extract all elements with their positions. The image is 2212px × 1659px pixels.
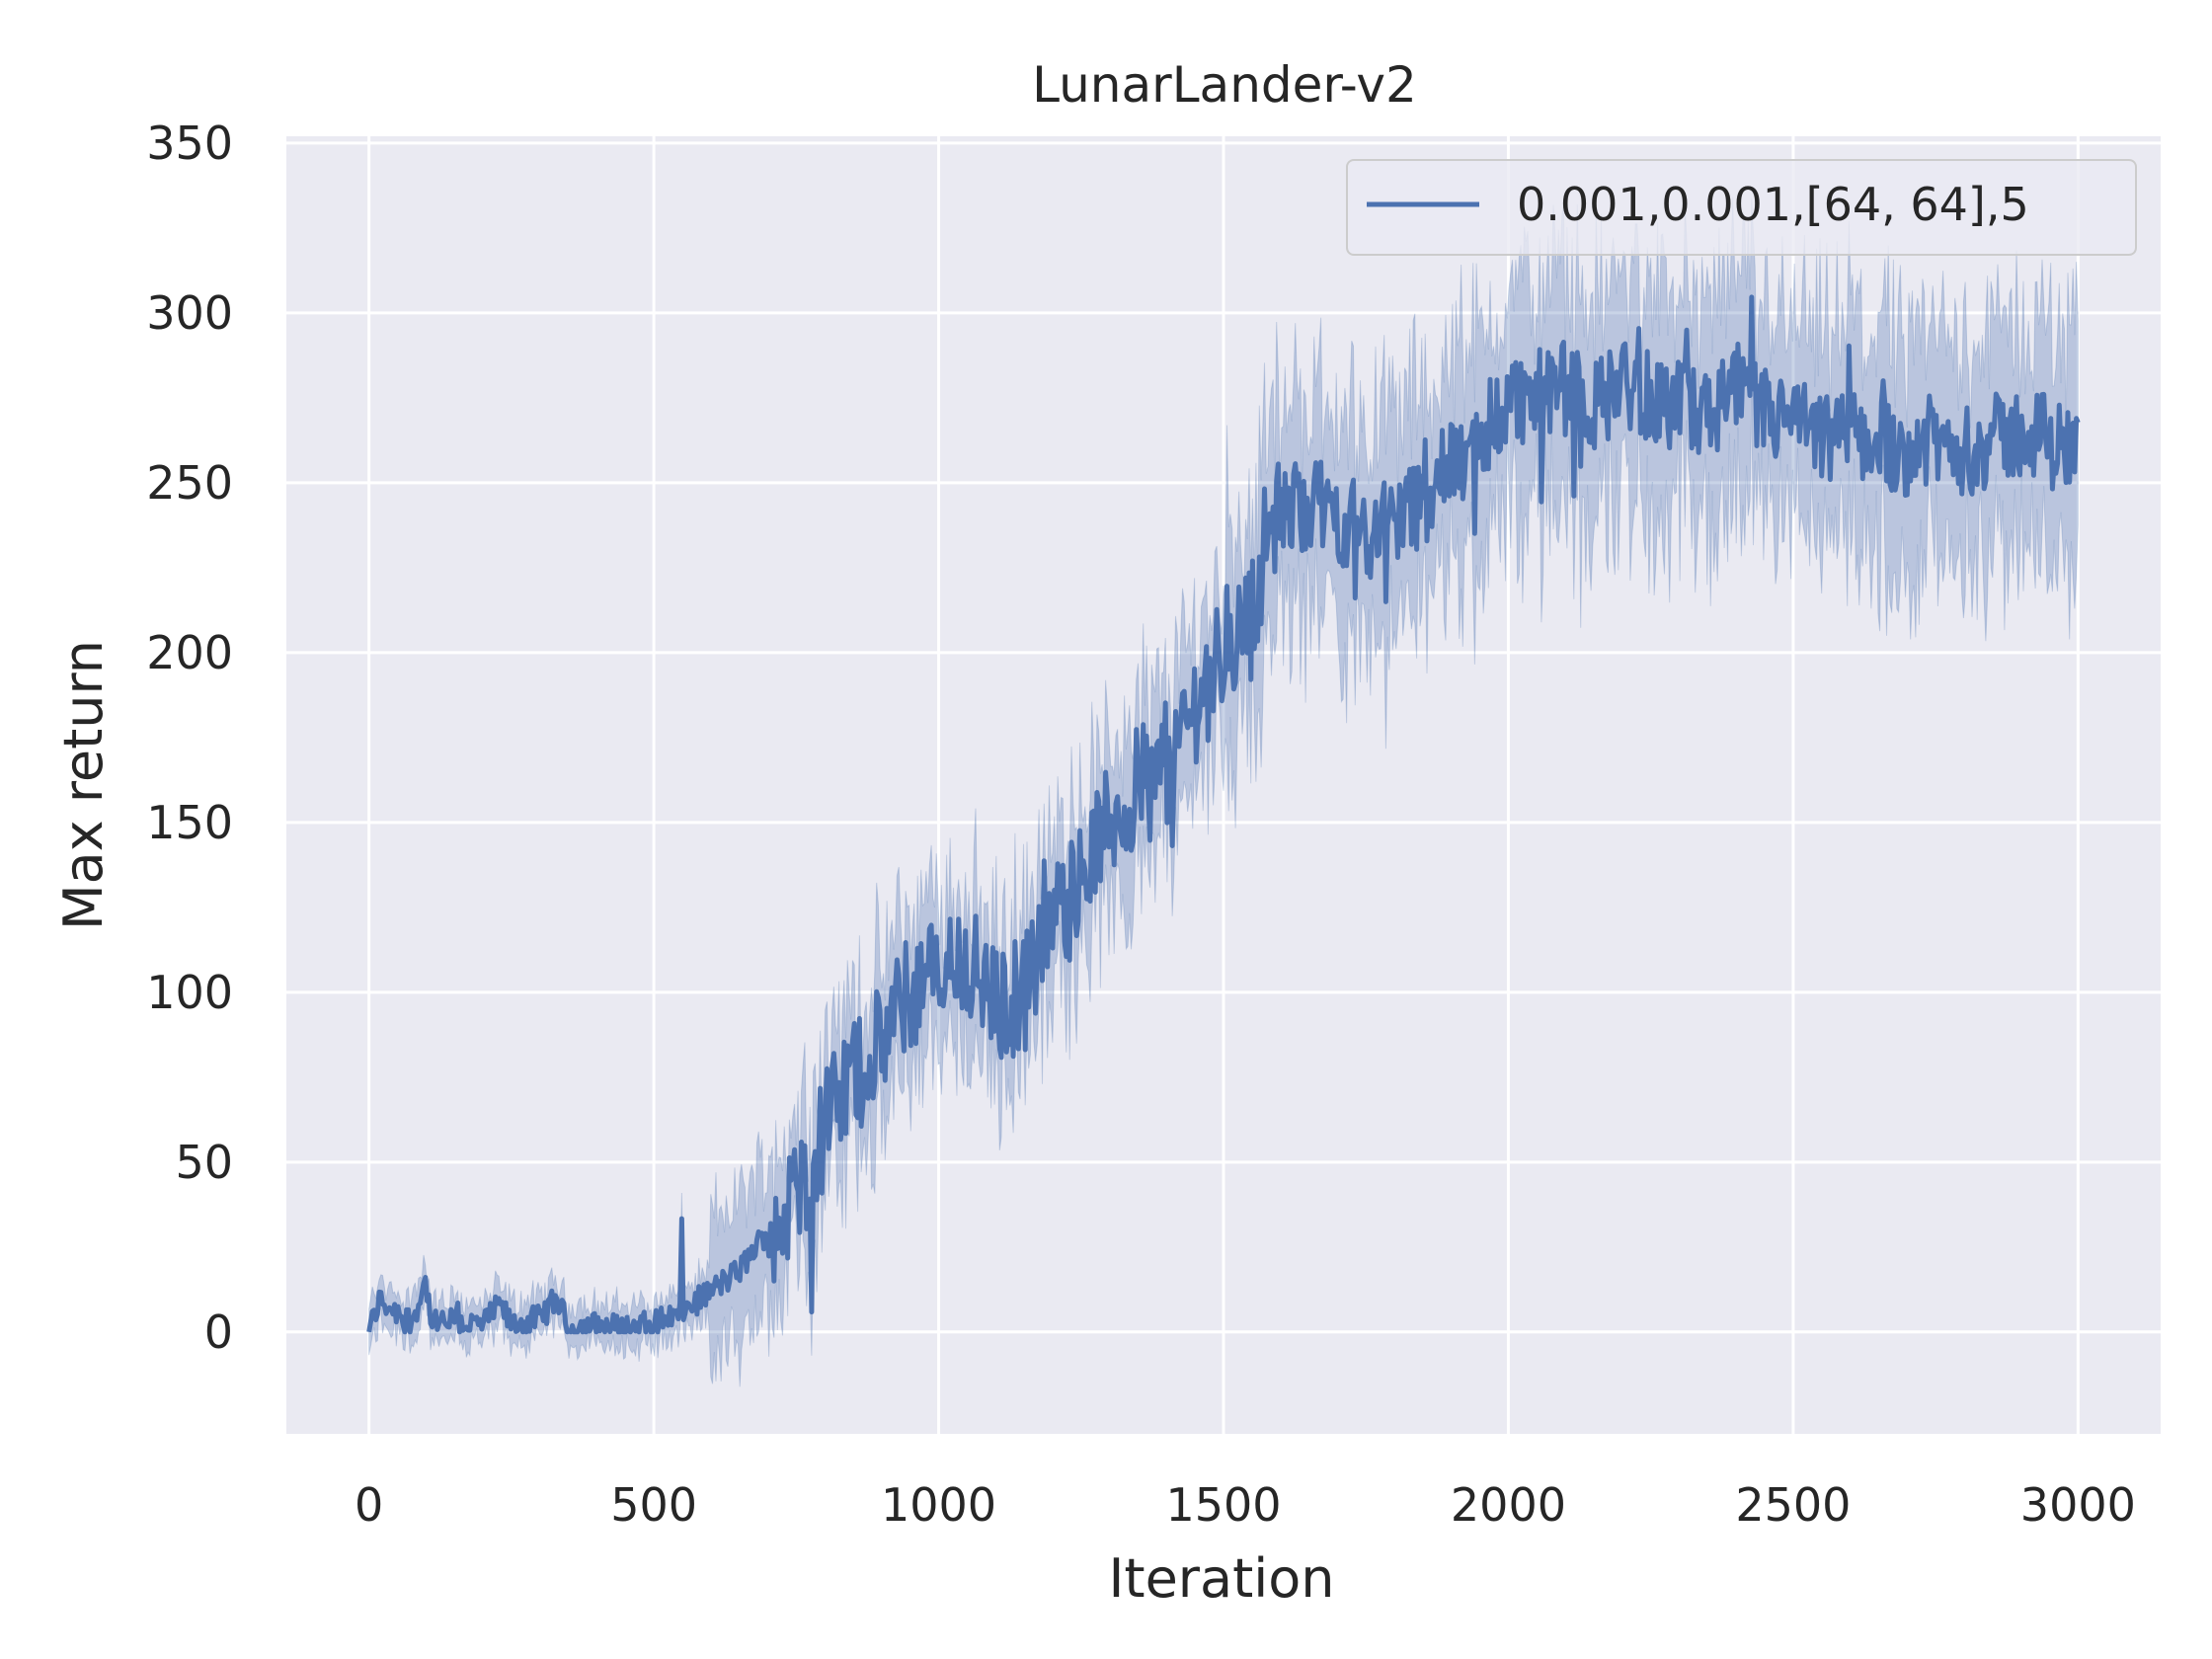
legend-label: 0.001,0.001,[64, 64],5 <box>1517 178 2029 231</box>
series-line-path <box>366 294 2081 1335</box>
x-tick-label: 1500 <box>1165 1478 1281 1532</box>
y-tick-label: 200 <box>146 626 233 679</box>
legend-box <box>1346 159 2137 256</box>
x-tick-label: 3000 <box>2020 1478 2136 1532</box>
y-tick-label: 300 <box>146 286 233 340</box>
legend: 0.001,0.001,[64, 64],5 <box>1346 159 2137 256</box>
confidence-band <box>368 197 2079 1387</box>
confidence-band-area <box>368 197 2079 1387</box>
y-tick-label: 150 <box>146 796 233 849</box>
chart-title: LunarLander-v2 <box>1032 56 1417 114</box>
y-tick-label: 250 <box>146 456 233 510</box>
x-tick-label: 1000 <box>881 1478 996 1532</box>
y-tick-label: 100 <box>146 966 233 1019</box>
y-axis-label: Max return <box>52 640 115 930</box>
y-tick-labels: 0 50 100 150 200 250 300 350 <box>146 117 233 1359</box>
y-tick-label: 350 <box>146 117 233 170</box>
y-tick-label: 0 <box>204 1305 233 1359</box>
x-tick-label: 0 <box>355 1478 383 1532</box>
x-tick-labels: 0 500 1000 1500 2000 2500 3000 <box>355 1478 2136 1532</box>
x-tick-label: 500 <box>610 1478 697 1532</box>
y-tick-label: 50 <box>175 1136 233 1189</box>
series-line <box>366 294 2081 1335</box>
x-axis-label: Iteration <box>1108 1547 1334 1610</box>
x-tick-label: 2000 <box>1451 1478 1566 1532</box>
x-tick-label: 2500 <box>1735 1478 1851 1532</box>
